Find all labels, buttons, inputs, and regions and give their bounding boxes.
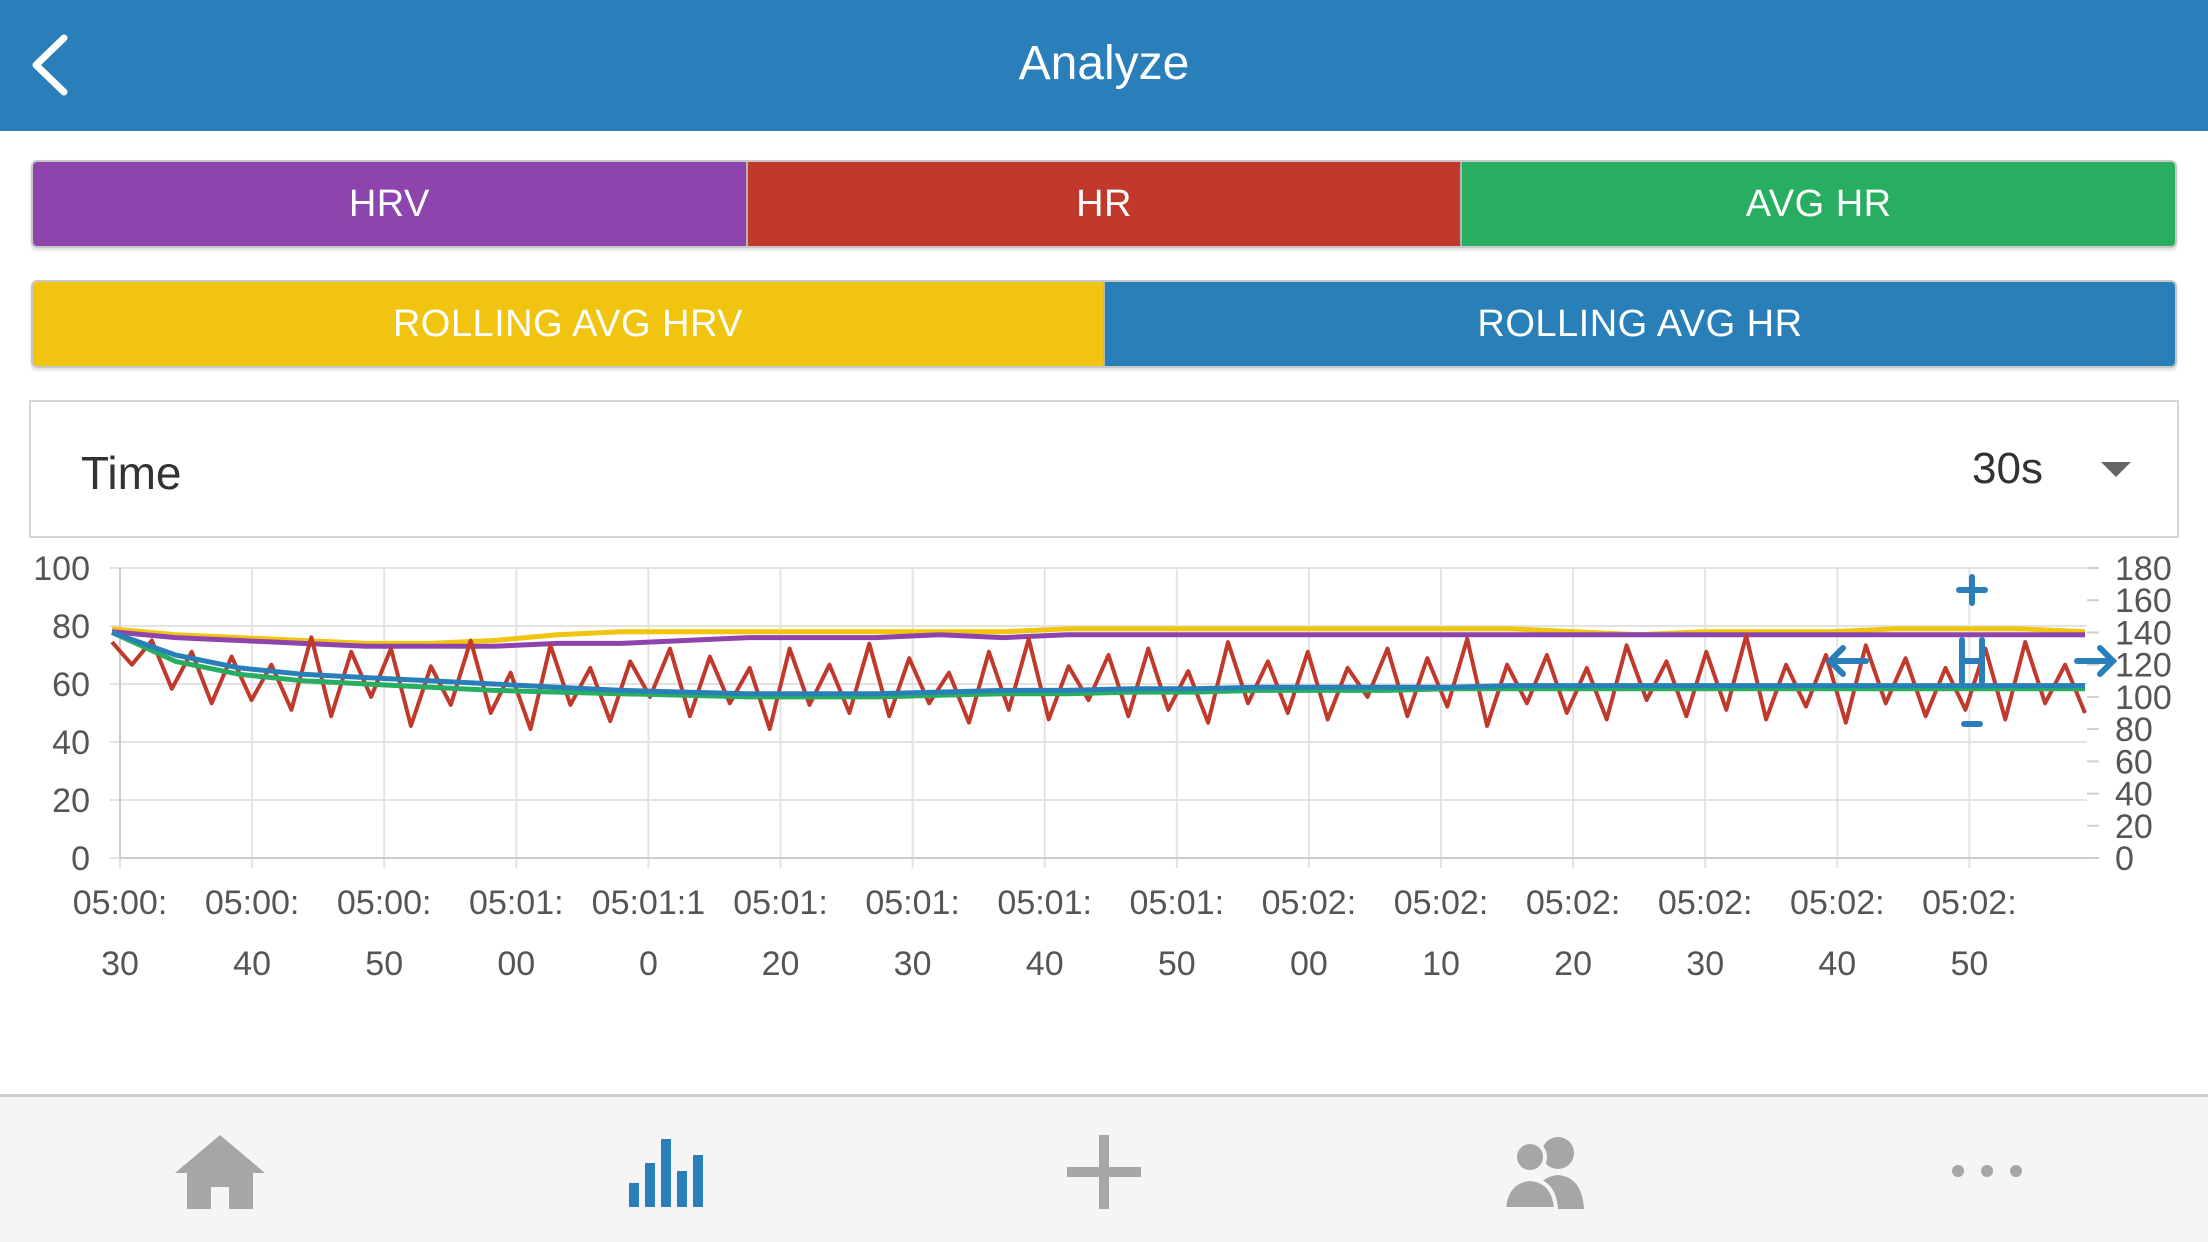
x-axis-tick-label: 50 [365,945,403,983]
hrv-series-line [111,629,2085,649]
right-axis-tick-label: 20 [2115,808,2153,846]
bottom-tab-bar [0,1094,2208,1242]
right-axis-tick-label: 0 [2115,840,2134,878]
rolling-avg-hr-button[interactable]: ROLLING AVG HR [1103,282,2175,366]
x-axis-tick-label: 50 [1158,945,1196,983]
analyze-bar-chart-icon[interactable] [607,1127,717,1217]
hrv-hr-line-chart[interactable]: 02040608010002040608010012014016018005:0… [0,548,2208,998]
time-select[interactable]: Time 30s [29,400,2179,538]
left-axis-tick-label: 20 [52,782,90,820]
x-axis-tick-label: 05:00: [73,884,168,922]
x-axis-tick-label: 10 [1422,945,1460,983]
x-axis-tick-label: 05:02: [1658,884,1753,922]
left-axis-tick-label: 0 [71,840,90,878]
x-axis-tick-label: 20 [1554,945,1592,983]
rolling-avg-hrv-series-line [111,626,2086,646]
right-axis-tick-label: 60 [2115,743,2153,781]
right-axis-tick-label: 100 [2115,679,2172,717]
avg-hr-series-line [110,630,2085,700]
x-axis-tick-label: 05:02: [1790,884,1885,922]
chevron-left-icon[interactable] [22,32,82,98]
rolling-avg-hrv-button[interactable]: ROLLING AVG HRV [33,282,1103,366]
x-axis-tick-label: 05:02: [1262,884,1357,922]
x-axis-tick-label: 0 [639,945,658,983]
x-axis-tick-label: 05:01: [469,884,564,922]
left-axis-tick-label: 40 [52,724,90,762]
x-axis-tick-label: 30 [1686,945,1724,983]
x-axis-tick-label: 00 [497,945,535,983]
series-toggle-row-2: ROLLING AVG HRV ROLLING AVG HR [31,280,2177,368]
x-axis-tick-label: 05:02: [1394,884,1489,922]
left-axis-tick-label: 80 [52,608,90,646]
page-title: Analyze [1018,37,1190,90]
left-axis-tick-label: 60 [52,666,90,704]
right-axis-tick-label: 120 [2115,647,2172,685]
x-axis-tick-label: 50 [1950,945,1988,983]
hr-button[interactable]: HR [745,162,1461,246]
x-axis-tick-label: 05:01: [733,884,828,922]
hr-series-line [110,633,2087,732]
x-axis-tick-label: 00 [1290,945,1328,983]
rolling-avg-hr-series-line [111,630,2085,697]
more-dots-icon[interactable] [1932,1127,2042,1217]
header-bar: Analyze [0,0,2208,131]
x-axis-tick-label: 05:02: [1922,884,2017,922]
x-axis-tick-label: 05:01: [997,884,1092,922]
time-select-value[interactable]: 30s [1972,444,2043,493]
x-axis-tick-label: 40 [1818,945,1856,983]
x-axis-tick-label: 05:00: [205,884,300,922]
people-icon[interactable] [1490,1127,1600,1217]
right-axis-tick-label: 80 [2115,711,2153,749]
right-axis-tick-label: 180 [2115,550,2172,588]
avg-hr-button[interactable]: AVG HR [1460,162,2175,246]
x-axis-tick-label: 40 [233,945,271,983]
series-toggle-row-1: HRV HR AVG HR [31,160,2177,248]
right-axis-tick-label: 160 [2115,582,2172,620]
hrv-button[interactable]: HRV [33,162,746,246]
time-select-label: Time [81,447,182,499]
x-axis-tick-label: 05:01:1 [592,884,705,922]
chevron-down-icon[interactable] [2101,462,2131,477]
x-axis-tick-label: 40 [1026,945,1064,983]
right-axis-tick-label: 140 [2115,614,2172,652]
left-axis-tick-label: 100 [33,550,90,588]
right-axis-tick-label: 40 [2115,776,2153,814]
x-axis-tick-label: 05:00: [337,884,432,922]
x-axis-tick-label: 30 [101,945,139,983]
home-icon[interactable] [165,1127,275,1217]
x-axis-tick-label: 05:01: [865,884,960,922]
x-axis-tick-label: 05:01: [1130,884,1225,922]
x-axis-tick-label: 05:02: [1526,884,1621,922]
x-axis-tick-label: 30 [894,945,932,983]
x-axis-tick-label: 20 [762,945,800,983]
add-plus-icon[interactable] [1049,1127,1159,1217]
